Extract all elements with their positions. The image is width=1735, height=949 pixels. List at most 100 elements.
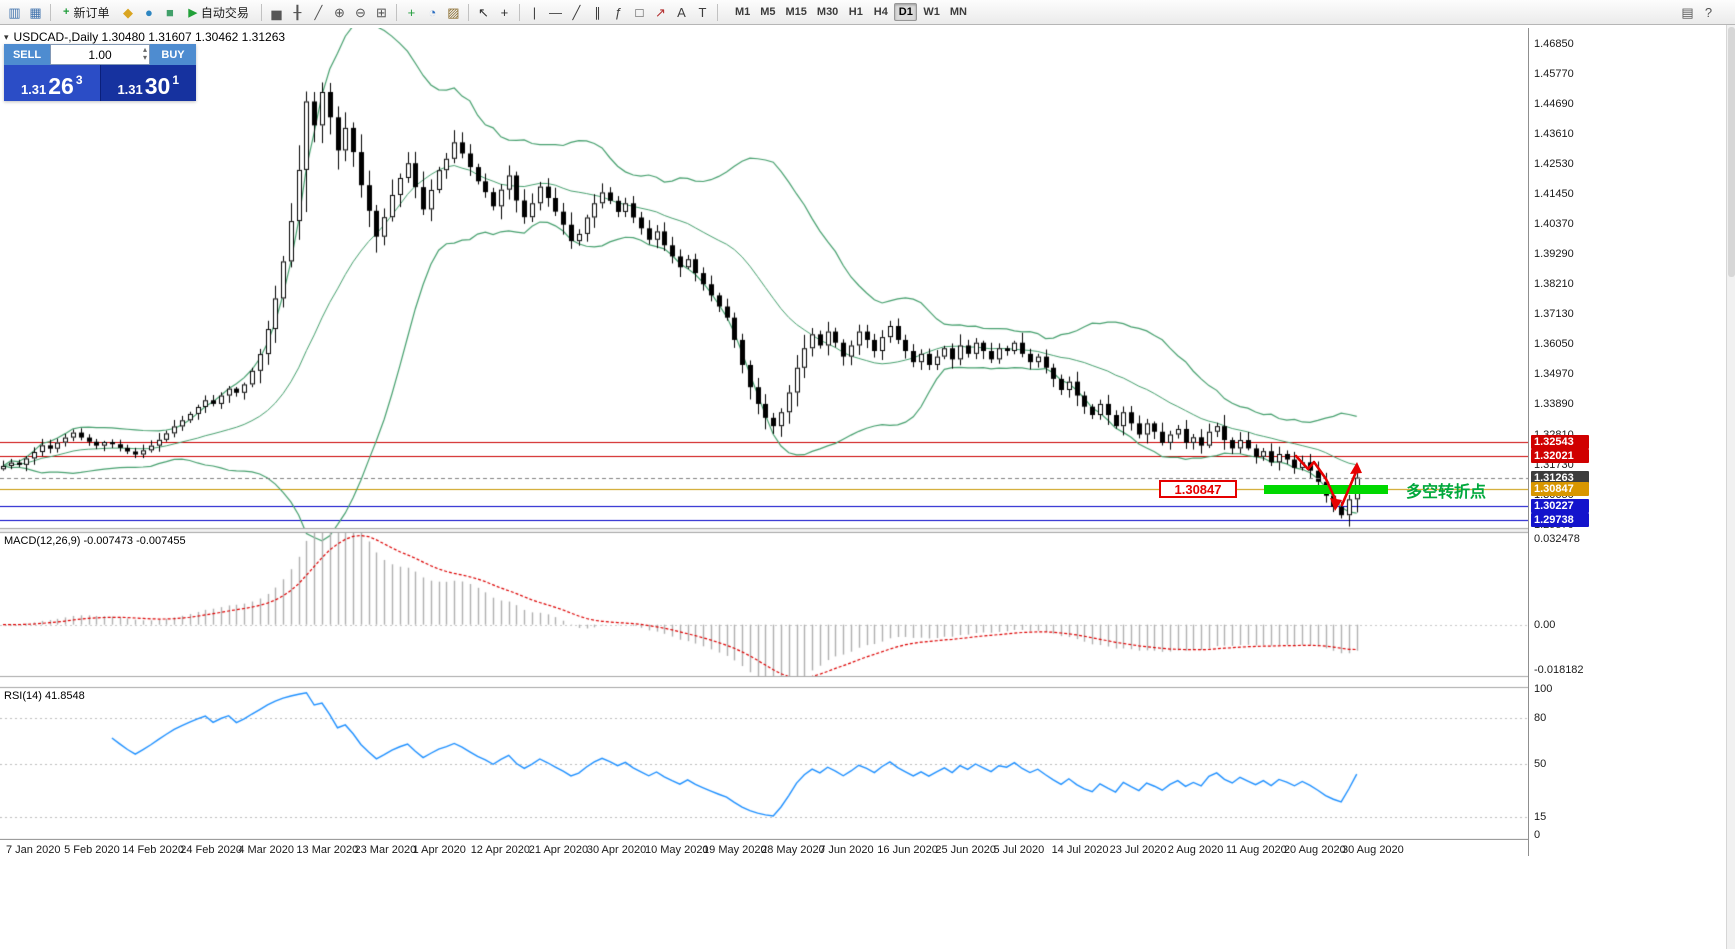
date-label: 13 Mar 2020 [296, 844, 359, 856]
macd-indicator-label: MACD(12,26,9) -0.007473 -0.007455 [4, 535, 186, 547]
periods-icon[interactable]: ◔ [428, 4, 437, 20]
annotation-pivot-text[interactable]: 多空转折点 [1406, 484, 1487, 501]
date-label: 14 Feb 2020 [122, 844, 184, 856]
autotrading-icon: ▶ [188, 6, 197, 19]
candlestick-chart-icon[interactable]: ╂ [293, 4, 302, 20]
autotrading-button[interactable]: ▶ 自动交易 [180, 2, 256, 22]
tile-windows-icon[interactable]: ⊞ [375, 4, 387, 20]
arrows-icon[interactable]: ↗ [654, 4, 666, 20]
crosshair-icon[interactable]: + [500, 4, 509, 20]
toolbar: ▥ ▦ + 新订单 ◆ ● ■ ▶ 自动交易 ▅ ╂ ╱ ⊕ ⊖ ⊞ + ◔ ▨ ↖ + | — ╱ ∥ ƒ □ ↗ A T M1 M5 M… [0, 0, 1735, 25]
timeframe-d1[interactable]: D1 [894, 3, 918, 21]
date-label: 20 Aug 2020 [1283, 844, 1346, 856]
timeframe-mn[interactable]: MN [949, 6, 967, 18]
navigator-icon[interactable]: ■ [166, 4, 174, 20]
annotation-arrows[interactable] [1270, 443, 1380, 523]
rsi-indicator-label: RSI(14) 41.8548 [4, 690, 85, 702]
volume-spinner[interactable]: ▴ ▾ [143, 46, 147, 62]
timeframe-h4[interactable]: H4 [873, 6, 888, 18]
metaeditor-icon[interactable]: ◆ [122, 4, 133, 20]
vertical-line-icon[interactable]: | [532, 4, 537, 20]
label-icon[interactable]: T [698, 4, 707, 20]
date-label: 21 Apr 2020 [528, 844, 589, 856]
timeframe-m15[interactable]: M15 [785, 6, 807, 18]
toolbar-separator [395, 3, 397, 21]
date-label: 28 May 2020 [761, 844, 825, 856]
timeframe-m1[interactable]: M1 [734, 6, 751, 18]
price-badge: 1.31263 [1531, 470, 1589, 485]
date-label: 23 Jul 2020 [1109, 844, 1167, 856]
timeframe-h1[interactable]: H1 [848, 6, 863, 18]
volume-up-icon[interactable]: ▴ [142, 45, 147, 54]
toolbar-icon-group: ▥ ▦ + 新订单 ◆ ● ■ ▶ 自动交易 ▅ ╂ ╱ ⊕ ⊖ ⊞ + ◔ ▨ ↖ + | — ╱ ∥ ƒ □ ↗ A T [4, 2, 722, 22]
price-chart-canvas[interactable] [0, 28, 1528, 840]
buy-button[interactable]: BUY [150, 44, 196, 65]
date-label: 14 Jul 2020 [1051, 844, 1109, 856]
date-label: 7 Jun 2020 [819, 844, 874, 856]
zoom-out-icon[interactable]: ⊖ [354, 4, 366, 20]
new-order-button-label: 新订单 [73, 5, 110, 20]
fibonacci-icon[interactable]: ƒ [614, 4, 623, 20]
bar-chart-icon[interactable]: ▅ [271, 4, 282, 20]
macd-scale-label: 0.00 [1534, 618, 1556, 631]
timeframe-w1[interactable]: W1 [923, 6, 940, 18]
autotrading-button-label: 自动交易 [200, 5, 249, 20]
trendline-icon[interactable]: ╱ [572, 4, 581, 20]
date-label: 12 Apr 2020 [470, 844, 531, 856]
price-tick-label: 1.41450 [1534, 188, 1574, 201]
indicators-icon[interactable]: + [407, 4, 416, 20]
date-label: 16 Jun 2020 [877, 844, 938, 856]
sell-price-panel[interactable]: 1.31 26 3 [4, 65, 101, 101]
cursor-icon[interactable]: ↖ [477, 4, 489, 20]
horizontal-line-icon[interactable]: — [548, 4, 562, 20]
templates-icon[interactable]: ▨ [447, 4, 460, 20]
down-zigzag-arrow[interactable] [1294, 454, 1338, 503]
rsi-scale-label: 0 [1534, 829, 1541, 841]
shapes-icon[interactable]: □ [635, 4, 644, 20]
new-chart-icon[interactable]: ▥ [8, 4, 21, 20]
timeframe-m30[interactable]: M30 [816, 6, 839, 18]
panel-splitter[interactable] [0, 528, 1528, 533]
date-label: 23 Mar 2020 [354, 844, 417, 856]
symbol-header: ▾ USDCAD-,Daily 1.30480 1.31607 1.30462 … [4, 30, 285, 44]
date-label: 5 Jul 2020 [993, 844, 1045, 856]
help-icon[interactable]: ? [1704, 4, 1713, 20]
symbol-ohlc-text: USDCAD-,Daily 1.30480 1.31607 1.30462 1.… [13, 30, 286, 44]
volume-input[interactable]: 1.00 ▴ ▾ [50, 44, 150, 65]
zoom-in-icon[interactable]: ⊕ [333, 4, 345, 20]
buy-price-panel[interactable]: 1.31 30 1 [100, 65, 196, 101]
volume-down-icon[interactable]: ▾ [142, 53, 147, 62]
market-watch-icon[interactable]: ● [145, 4, 153, 20]
price-badge: 1.32543 [1531, 434, 1589, 449]
price-tick-label: 1.44690 [1534, 97, 1574, 110]
new-order-button[interactable]: + 新订单 [55, 2, 117, 22]
panel-splitter[interactable] [0, 676, 1528, 688]
text-icon[interactable]: A [677, 4, 686, 20]
sell-button[interactable]: SELL [4, 44, 50, 65]
timeframe-m5[interactable]: M5 [760, 6, 776, 18]
rsi-scale-label: 50 [1534, 758, 1547, 770]
up-arrow[interactable] [1340, 470, 1358, 507]
annotation-price-label[interactable]: 1.30847 [1159, 480, 1237, 498]
one-click-collapse-icon[interactable]: ▾ [4, 31, 9, 42]
date-label: 19 May 2020 [703, 844, 767, 856]
price-badge: 1.30227 [1531, 499, 1589, 514]
toolbar-separator [716, 3, 718, 21]
vertical-scrollbar[interactable] [1726, 25, 1735, 949]
date-label: 5 Feb 2020 [64, 844, 120, 856]
sell-price-prefix: 1.31 [20, 81, 47, 97]
layout-icon[interactable]: ▤ [1681, 4, 1694, 20]
price-tick-label: 1.37130 [1534, 308, 1574, 321]
profiles-icon[interactable]: ▦ [29, 4, 42, 20]
buy-price-prefix: 1.31 [117, 81, 143, 97]
scrollbar-thumb[interactable] [1728, 27, 1735, 277]
price-tick-label: 1.40370 [1534, 218, 1574, 231]
channel-icon[interactable]: ∥ [594, 4, 601, 20]
price-tick-label: 1.43610 [1534, 128, 1574, 140]
price-tick-label: 1.42530 [1534, 158, 1574, 171]
rsi-scale-label: 15 [1534, 811, 1547, 824]
annotation-highlight-bar[interactable] [1264, 485, 1388, 494]
line-chart-icon[interactable]: ╱ [314, 4, 323, 20]
price-badge: 1.30847 [1531, 482, 1589, 497]
macd-scale-label: -0.018182 [1534, 664, 1584, 676]
